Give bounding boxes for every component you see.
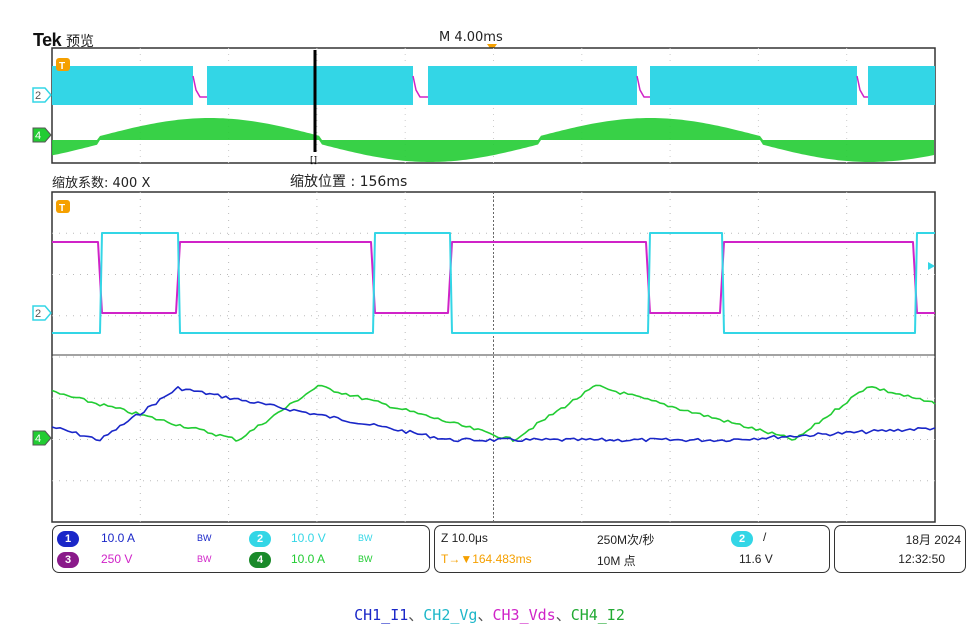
zoom-ch1-trace	[51, 385, 936, 443]
time-label: 12:32:50	[898, 552, 945, 566]
channel-settings-box[interactable]: 1 10.0 A BW 2 10.0 V BW 3 250 V BW 4 10.…	[52, 525, 430, 573]
ch4-bw-icon: BW	[358, 554, 373, 564]
ch3-badge[interactable]: 3	[57, 552, 79, 568]
overview-ch3-segment	[636, 75, 650, 98]
overview-ch2-burst	[650, 66, 857, 105]
zoom-trigger-marker	[56, 200, 70, 213]
ch1-bw-icon: BW	[197, 533, 212, 543]
ch4-scale: 10.0 A	[291, 552, 326, 566]
overview-ch2-burst	[868, 66, 935, 105]
overview-trigger-marker	[56, 58, 70, 71]
record-length: 10M 点	[597, 554, 636, 568]
status-bar: 1 10.0 A BW 2 10.0 V BW 3 250 V BW 4 10.…	[52, 525, 966, 573]
scope-display: [] T 2 4 T 2 4	[32, 44, 936, 523]
tek-logo: Tek	[33, 30, 62, 50]
zoom-ch2-marker	[32, 305, 52, 321]
zoom-ch4-waveform	[51, 384, 936, 443]
zoom-grid	[52, 192, 935, 522]
figure-caption: CH1_I1、CH2_Vg、CH3_Vds、CH4_I2	[0, 604, 979, 625]
caption-ch1: CH1_I1	[354, 606, 409, 624]
zoom-position-label: 缩放位置 : 156ms	[290, 174, 408, 190]
trigger-source-badge[interactable]: 2	[731, 531, 753, 547]
mode-label: 预览	[66, 34, 94, 50]
overview-ch2-trace	[52, 66, 935, 105]
ch1-scale: 10.0 A	[101, 531, 136, 545]
timebase-trigger-box[interactable]: Z 10.0μs T→▼164.483ms 250M次/秒 10M 点 2 / …	[434, 525, 830, 573]
caption-sep: 、	[555, 606, 571, 624]
caption-ch4: CH4_I2	[570, 606, 625, 624]
trigger-level: 11.6 V	[739, 552, 773, 566]
overview-ch4-envelope	[52, 118, 934, 162]
overview-ch2-marker	[32, 87, 52, 103]
datetime-box: 18月 2024 12:32:50	[834, 525, 966, 573]
overview-ch2-burst	[52, 66, 193, 105]
zoom-cursor-label: []	[310, 156, 317, 166]
zoom-ch1-waveform	[51, 385, 936, 443]
zoom-trigger-label: T	[59, 203, 65, 214]
ch2-scale: 10.0 V	[291, 531, 326, 545]
overview-ch2-burst	[207, 66, 413, 105]
caption-sep: 、	[408, 606, 424, 624]
ch3-bw-icon: BW	[197, 554, 212, 564]
sample-rate: 250M次/秒	[597, 533, 655, 547]
ch2-level-arrow	[928, 262, 935, 270]
ch2-badge[interactable]: 2	[249, 531, 271, 547]
date-label: 18月 2024	[905, 533, 961, 547]
zoom-ch2-trace	[52, 232, 935, 334]
ch3-scale: 250 V	[101, 552, 133, 566]
trigger-position: T→▼164.483ms	[441, 552, 532, 566]
zoom-ch4-marker	[32, 430, 52, 446]
caption-sep: 、	[477, 606, 493, 624]
ch2-bw-icon: BW	[358, 533, 373, 543]
overview-ch3-segment	[192, 75, 207, 98]
overview-ch3-trace	[192, 75, 868, 98]
trigger-slope-icon: /	[763, 530, 767, 544]
caption-ch3: CH3_Vds	[492, 606, 556, 624]
zoom-factor-label: 缩放系数: 400 X	[52, 176, 151, 191]
zoom-ch4-label: 4	[35, 433, 41, 445]
overview-ch3-segment	[412, 75, 428, 98]
zoom-ch2-label: 2	[35, 308, 41, 320]
overview-ch4-label: 4	[35, 130, 41, 142]
zoom-ch4-trace	[51, 384, 936, 443]
overview-ch3-segment	[856, 75, 868, 98]
overview-ch2-burst	[428, 66, 637, 105]
overview-ch4-marker	[32, 127, 52, 143]
main-timebase: M 4.00ms	[439, 30, 503, 45]
overview-ch2-label: 2	[35, 90, 41, 102]
overview-ch4-trace	[52, 118, 934, 162]
zoom-ch2-waveform	[52, 232, 935, 334]
caption-ch2: CH2_Vg	[423, 606, 478, 624]
zoom-timebase: Z 10.0μs	[441, 531, 488, 545]
ch4-badge[interactable]: 4	[249, 552, 271, 568]
ch1-badge[interactable]: 1	[57, 531, 79, 547]
overview-trigger-label: T	[59, 61, 65, 72]
